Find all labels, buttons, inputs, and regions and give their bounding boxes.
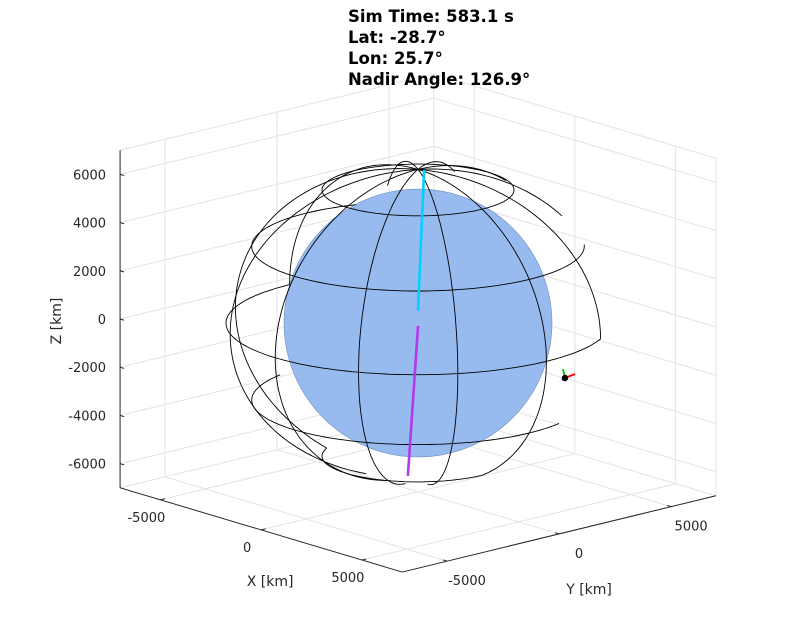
grid-box-edge — [119, 73, 434, 151]
nadir-angle-text: Nadir Angle: 126.9° — [348, 70, 531, 89]
y-tick-mark — [442, 559, 448, 562]
z-axis-label: Z [km] — [49, 298, 65, 345]
meridian-line — [417, 168, 602, 339]
latitude-line — [251, 374, 560, 446]
x-tick-mark — [160, 498, 165, 501]
grid-line — [164, 476, 448, 562]
x-tick-label: 5000 — [331, 571, 364, 586]
nadir-segment-upper — [416, 169, 426, 311]
meridian-line — [417, 165, 507, 181]
nadir-line — [406, 169, 426, 476]
x-tick-label: -5000 — [127, 511, 165, 526]
axes-box — [119, 150, 717, 573]
z-tick-label: 0 — [98, 313, 106, 328]
z-tick-mark — [119, 366, 125, 369]
z-tick-label: -2000 — [68, 361, 106, 376]
meridian-line — [229, 168, 419, 475]
z-tick-mark — [119, 463, 125, 466]
grid-lines — [119, 73, 717, 562]
z-tick-mark — [119, 414, 125, 418]
grid-line — [276, 449, 560, 535]
y-tick-label: -5000 — [448, 574, 486, 589]
grid-line — [119, 97, 434, 175]
meridian-line — [274, 168, 419, 481]
latitude-line — [321, 447, 483, 483]
y-tick-label: 5000 — [675, 520, 708, 535]
meridian-line — [387, 160, 419, 186]
meridian-line — [417, 168, 547, 476]
latitude-line — [251, 204, 585, 292]
y-tick-mark — [666, 504, 672, 508]
meridian-line — [289, 164, 419, 285]
grid-line — [119, 145, 434, 224]
z-tick-label: -6000 — [68, 458, 106, 473]
meridian-line — [234, 168, 419, 449]
latitude-text: Lat: -28.7° — [348, 28, 446, 47]
sim-time-text: Sim Time: 583.1 s — [348, 7, 514, 26]
y-tick-mark — [554, 532, 560, 535]
nadir-segment-lower — [406, 325, 420, 476]
grid-line — [433, 145, 717, 232]
y-axis-line — [402, 495, 717, 573]
meridian-line — [417, 161, 455, 172]
longitude-text: Lon: 25.7° — [348, 49, 443, 68]
z-tick-label: 2000 — [73, 265, 106, 280]
z-tick-mark — [119, 173, 125, 177]
meridian-line — [417, 168, 563, 217]
x-tick-mark — [361, 558, 367, 561]
spacecraft-triad — [561, 368, 576, 382]
z-tick-mark — [119, 318, 125, 321]
tick-labels: -5000 0 5000 -5000 0 5000 -6000 -4000 -2000 0 2000… — [68, 168, 707, 589]
z-tick-mark — [119, 270, 125, 273]
grid-line — [433, 97, 717, 183]
x-axis-label: X [km] — [247, 574, 294, 590]
y-tick-label: 0 — [575, 547, 583, 562]
axis-labels: X [km] Y [km] Z [km] — [49, 298, 612, 598]
y-axis-label: Y [km] — [565, 582, 612, 598]
z-tick-label: 4000 — [73, 217, 106, 232]
z-tick-label: 6000 — [73, 168, 106, 183]
x-tick-mark — [261, 528, 266, 531]
meridian-line — [358, 169, 419, 485]
z-tick-mark — [119, 222, 125, 225]
x-tick-label: 0 — [243, 541, 251, 556]
plot-title: Sim Time: 583.1 s Lat: -28.7° Lon: 25.7°… — [348, 6, 530, 90]
spacecraft-marker — [561, 374, 569, 382]
z-tick-label: -4000 — [68, 409, 106, 424]
globe-surface — [283, 188, 553, 458]
meridian-line — [417, 169, 459, 486]
earth-globe — [225, 160, 602, 486]
grid-box-edge — [433, 73, 717, 159]
